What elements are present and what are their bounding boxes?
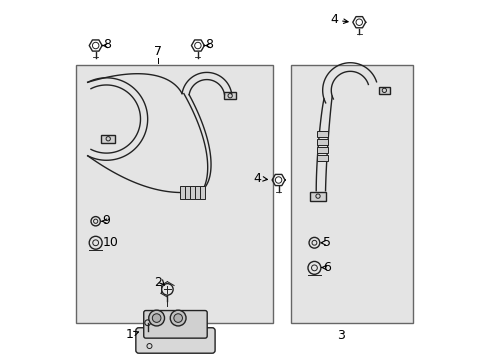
Text: 8: 8 <box>204 37 213 51</box>
Bar <box>101 135 115 143</box>
Text: 3: 3 <box>337 329 345 342</box>
FancyBboxPatch shape <box>143 311 207 338</box>
Bar <box>180 186 184 199</box>
Bar <box>317 131 327 137</box>
Bar <box>190 186 194 199</box>
Text: 4: 4 <box>330 13 338 26</box>
Text: 5: 5 <box>322 236 330 249</box>
Text: 2: 2 <box>154 276 162 289</box>
FancyBboxPatch shape <box>136 328 215 353</box>
Bar <box>195 186 199 199</box>
Text: 4: 4 <box>253 172 261 185</box>
Bar <box>185 186 189 199</box>
Text: 10: 10 <box>102 236 118 249</box>
Text: 1: 1 <box>125 328 133 341</box>
Circle shape <box>174 314 182 322</box>
Bar <box>290 65 412 323</box>
Bar <box>224 92 235 99</box>
Bar <box>200 186 204 199</box>
Bar <box>317 154 327 161</box>
Circle shape <box>148 310 164 326</box>
Bar <box>317 139 327 145</box>
Bar <box>378 87 389 94</box>
Text: 9: 9 <box>102 215 110 228</box>
Bar <box>76 65 273 323</box>
Circle shape <box>170 310 185 326</box>
Text: 8: 8 <box>102 37 111 51</box>
Bar <box>309 192 325 201</box>
Bar <box>317 147 327 153</box>
Text: 7: 7 <box>154 45 162 58</box>
Text: 6: 6 <box>322 261 330 274</box>
Circle shape <box>152 314 161 322</box>
